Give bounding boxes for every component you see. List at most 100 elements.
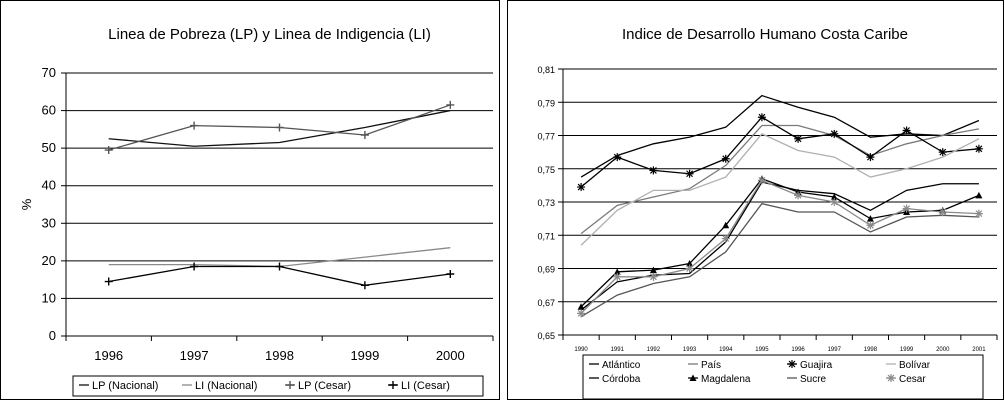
y-tick-label: 10 — [42, 290, 56, 305]
data-point — [446, 100, 455, 109]
y-tick-label: 0,75 — [537, 165, 555, 175]
x-tick-label: 1996 — [791, 347, 805, 353]
series-line — [580, 179, 979, 314]
data-point — [577, 183, 586, 192]
legend-label: Bolívar — [899, 360, 931, 371]
x-tick-label: 1997 — [180, 348, 209, 363]
series-line — [580, 177, 980, 308]
x-tick-label: 1993 — [683, 347, 697, 353]
x-tick-label: 1991 — [611, 347, 625, 353]
data-point — [974, 209, 983, 218]
data-point — [275, 123, 284, 132]
y-tick-label: 0,73 — [537, 198, 555, 208]
y-axis-label: % — [19, 198, 34, 210]
data-point — [104, 146, 113, 155]
legend-label: LP (Cesar) — [298, 380, 351, 392]
data-point — [757, 176, 766, 185]
legend-label: Córdoba — [602, 374, 641, 385]
data-point — [794, 191, 803, 200]
data-point — [613, 153, 622, 162]
legend-marker — [887, 374, 895, 382]
legend-label: Sucre — [800, 374, 827, 385]
y-tick-label: 0,77 — [537, 132, 555, 142]
data-point — [830, 129, 839, 138]
data-point — [902, 204, 911, 213]
data-point — [685, 169, 694, 178]
legend-label: País — [701, 360, 721, 371]
legend-label: LI (Cesar) — [401, 380, 450, 392]
x-tick-label: 1992 — [647, 347, 661, 353]
y-tick-label: 20 — [42, 253, 56, 268]
legend-label: Atlántico — [602, 360, 641, 371]
series-line — [580, 116, 979, 188]
legend-label: LP (Nacional) — [92, 380, 158, 392]
data-point — [866, 215, 874, 222]
data-point — [974, 144, 983, 153]
data-point — [721, 234, 730, 243]
x-tick-label: 1990 — [574, 347, 588, 353]
data-point — [830, 193, 838, 201]
series-line — [580, 133, 980, 246]
chart-title: Indice de Desarrollo Humano Costa Caribe — [622, 26, 908, 43]
data-point — [721, 154, 730, 163]
x-tick-label: 2000 — [436, 348, 465, 363]
data-point — [360, 130, 369, 139]
data-point — [190, 262, 199, 271]
legend-label: LI (Nacional) — [195, 380, 257, 392]
data-point — [613, 268, 621, 275]
data-point — [794, 134, 803, 143]
legend-label: Guajira — [800, 360, 833, 371]
series-line — [580, 202, 979, 318]
data-point — [722, 221, 730, 229]
y-tick-label: 0,79 — [537, 98, 555, 108]
legend-label: Magdalena — [701, 374, 751, 385]
data-point — [902, 126, 911, 135]
data-point — [866, 153, 875, 162]
data-point — [446, 270, 455, 279]
poverty-lines-chart: Linea de Pobreza (LP) y Linea de Indigen… — [19, 26, 494, 397]
legend-label: Cesar — [899, 374, 926, 385]
data-point — [757, 113, 766, 122]
series-line — [580, 124, 980, 235]
chart-title: Linea de Pobreza (LP) y Linea de Indigen… — [108, 26, 431, 43]
x-tick-label: 1994 — [719, 347, 733, 353]
data-point — [938, 148, 947, 157]
series-line — [108, 109, 451, 147]
data-point — [577, 303, 585, 310]
data-point — [866, 221, 875, 230]
legend-box — [72, 375, 484, 397]
x-tick-label: 1998 — [265, 348, 294, 363]
data-point — [613, 272, 622, 281]
data-point — [275, 262, 284, 271]
legend-marker — [689, 374, 697, 381]
y-tick-label: 0,81 — [537, 65, 555, 75]
y-tick-label: 70 — [42, 65, 56, 80]
y-tick-label: 40 — [42, 178, 56, 193]
x-tick-label: 1995 — [755, 347, 769, 353]
data-point — [577, 309, 586, 318]
x-tick-label: 1996 — [94, 348, 123, 363]
chart-panel-hdi-caribe: Indice de Desarrollo Humano Costa Caribe… — [507, 0, 1004, 400]
y-tick-label: 0,71 — [537, 231, 555, 241]
legend-marker — [788, 360, 796, 368]
hdi-caribe-chart: Indice de Desarrollo Humano Costa Caribe… — [537, 26, 998, 400]
data-point — [104, 277, 113, 286]
data-point — [649, 166, 658, 175]
x-tick-label: 2000 — [936, 347, 950, 353]
data-point — [686, 260, 694, 267]
data-point — [685, 264, 694, 273]
y-tick-label: 0,67 — [537, 298, 555, 308]
x-tick-label: 2001 — [972, 347, 986, 353]
x-tick-label: 1998 — [864, 347, 878, 353]
data-point — [649, 266, 657, 274]
legend-marker — [389, 381, 397, 389]
y-tick-label: 50 — [42, 140, 56, 155]
data-point — [975, 191, 983, 199]
data-point — [360, 281, 369, 290]
y-tick-label: 0,69 — [537, 265, 555, 275]
x-tick-label: 1997 — [828, 347, 842, 353]
data-point — [938, 207, 947, 216]
legend-box — [582, 354, 984, 400]
data-point — [649, 272, 658, 281]
y-tick-label: 30 — [42, 215, 56, 230]
